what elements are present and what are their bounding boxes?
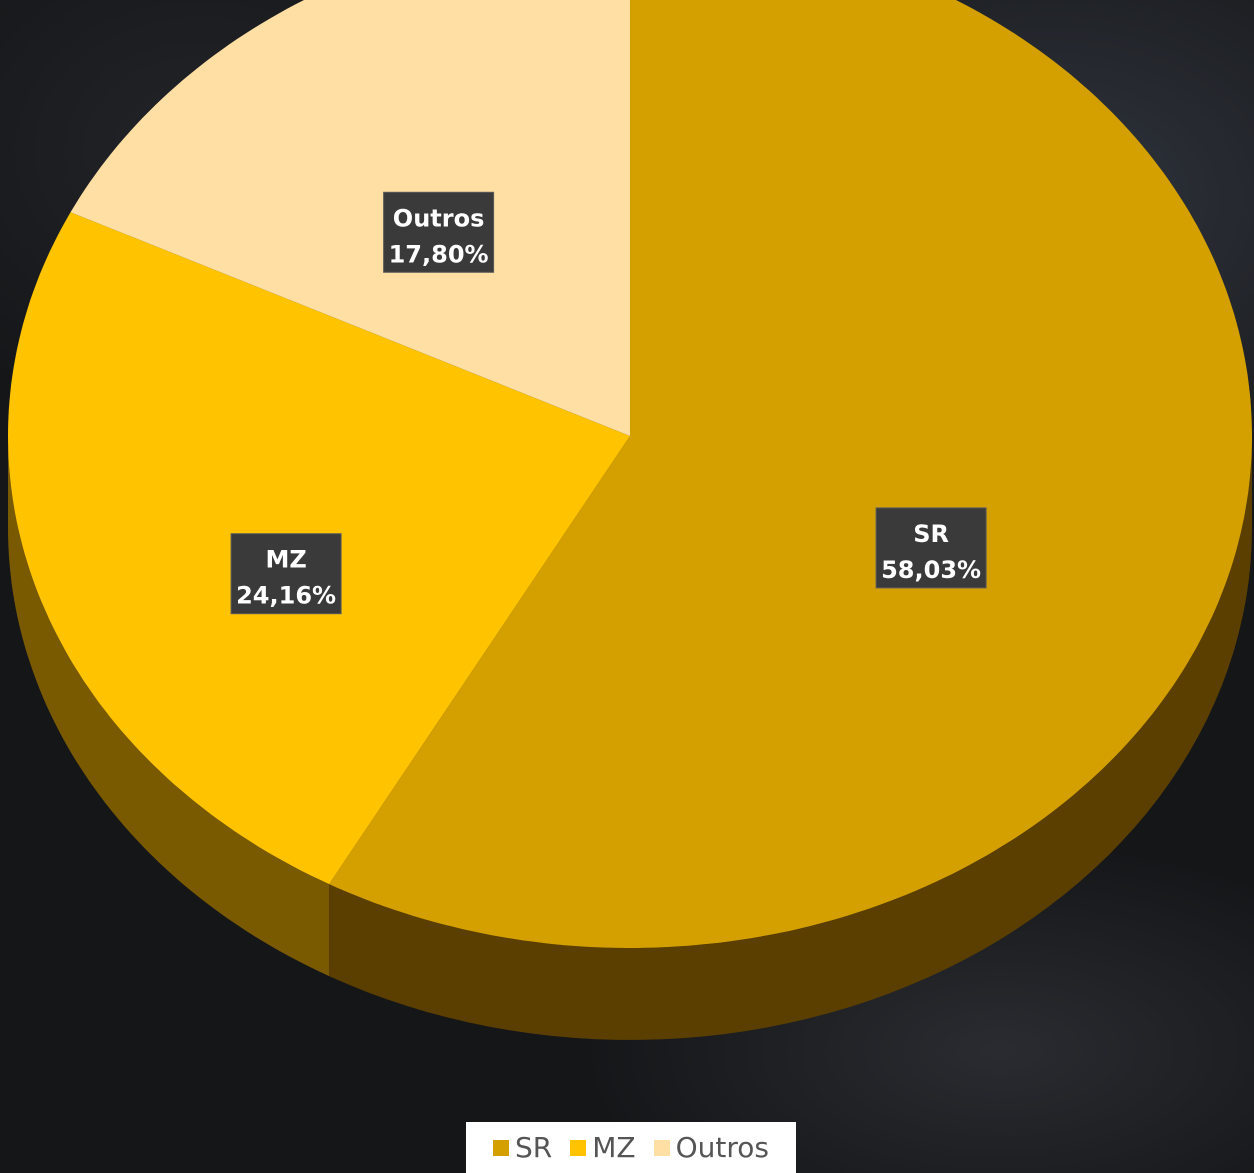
- legend: SR MZ Outros: [466, 1122, 796, 1173]
- data-label-name-mz: MZ: [265, 546, 306, 574]
- legend-swatch-outros: [653, 1139, 670, 1156]
- data-label-value-outros: 17,80%: [389, 240, 489, 268]
- data-label-box-mz: [230, 533, 342, 615]
- legend-label-sr: SR: [515, 1131, 553, 1164]
- pie-side-mz: [8, 436, 330, 977]
- data-label-mz: MZ 24,16%: [230, 533, 342, 615]
- pie-slice-sr: [329, 0, 1252, 948]
- pie-sides: [8, 436, 1253, 1040]
- legend-label-mz: MZ: [592, 1131, 636, 1164]
- legend-swatch-mz: [570, 1139, 587, 1156]
- pie-side-sr: [329, 436, 1253, 1040]
- legend-label-outros: Outros: [675, 1131, 769, 1164]
- data-label-value-sr: 58,03%: [881, 556, 981, 584]
- data-label-box-sr: [875, 507, 987, 589]
- data-label-name-sr: SR: [913, 520, 949, 548]
- data-label-value-mz: 24,16%: [236, 582, 336, 610]
- data-label-name-outros: Outros: [393, 204, 485, 232]
- legend-item-sr: SR: [493, 1131, 552, 1164]
- data-label-sr: SR 58,03%: [875, 507, 987, 589]
- data-label-outros: Outros 17,80%: [383, 191, 495, 273]
- data-label-box-outros: [383, 191, 495, 273]
- legend-swatch-sr: [493, 1139, 510, 1156]
- legend-item-mz: MZ: [570, 1131, 636, 1164]
- pie-labels: SR 58,03% MZ 24,16% Outros 17,80%: [230, 191, 987, 615]
- legend-item-outros: Outros: [653, 1131, 769, 1164]
- pie-slice-outros: [70, 0, 630, 436]
